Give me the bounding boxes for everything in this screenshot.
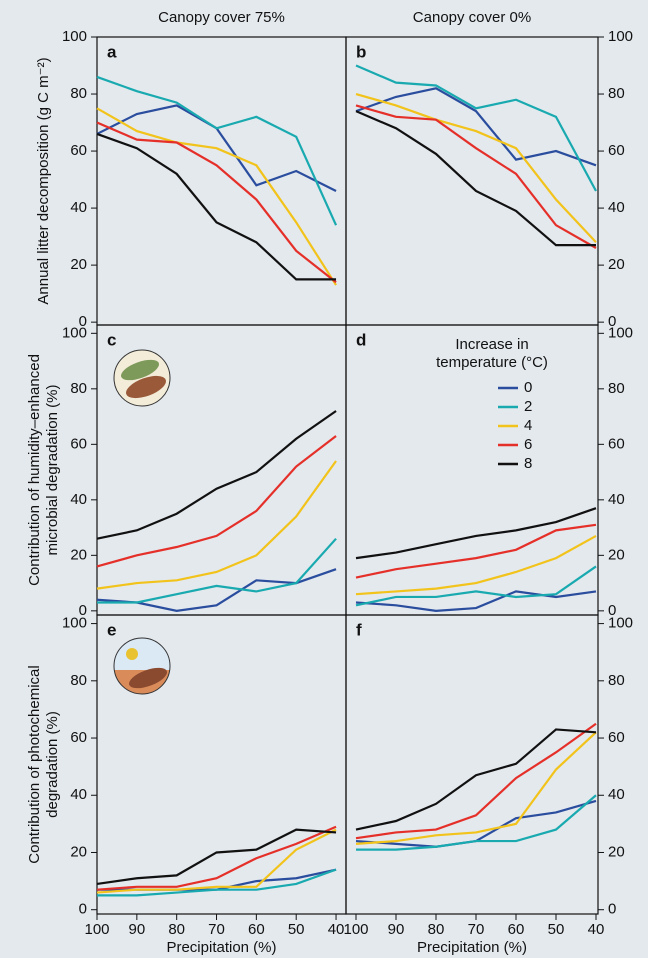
legend-title: temperature (°C) — [436, 354, 548, 371]
panel-letter: a — [107, 42, 117, 61]
panel-letter: e — [107, 620, 116, 639]
series-line — [356, 591, 596, 610]
x-tick-label: 70 — [208, 921, 225, 938]
y-tick-label: 20 — [70, 546, 87, 563]
series-line — [97, 461, 336, 589]
y-tick-label: 80 — [70, 85, 87, 102]
series-line — [97, 870, 336, 896]
series-line — [97, 77, 336, 225]
y-tick-label: 20 — [70, 843, 87, 860]
x-tick-label: 50 — [548, 921, 565, 938]
series-line — [97, 411, 336, 539]
series-line — [97, 134, 336, 279]
series-line — [356, 508, 596, 558]
y-tick-label: 60 — [608, 729, 625, 746]
y-axis-label: degradation (%) — [44, 711, 61, 818]
y-axis-label: Annual litter decomposition (g C m⁻²) — [35, 57, 52, 304]
panel-letter: d — [356, 330, 366, 349]
x-tick-label: 60 — [248, 921, 265, 938]
series-line — [97, 108, 336, 285]
legend-label: 2 — [524, 398, 532, 415]
legend-label: 0 — [524, 379, 532, 396]
y-tick-label: 80 — [70, 672, 87, 689]
y-tick-label: 20 — [608, 256, 625, 273]
x-tick-label: 90 — [388, 921, 405, 938]
series-line — [356, 66, 596, 191]
series-line — [356, 801, 596, 847]
x-tick-label: 90 — [128, 921, 145, 938]
x-axis-label: Precipitation (%) — [166, 939, 276, 956]
x-tick-label: 50 — [288, 921, 305, 938]
column-title: Canopy cover 75% — [158, 9, 285, 26]
y-tick-label: 40 — [608, 491, 625, 508]
y-tick-label: 100 — [608, 324, 633, 341]
y-tick-label: 40 — [608, 786, 625, 803]
x-tick-label: 40 — [328, 921, 345, 938]
icon-sun — [112, 636, 172, 700]
y-tick-label: 60 — [608, 142, 625, 159]
column-title: Canopy cover 0% — [413, 9, 531, 26]
y-tick-label: 80 — [70, 380, 87, 397]
panel-letter: c — [107, 330, 116, 349]
series-line — [97, 539, 336, 603]
y-tick-label: 60 — [608, 435, 625, 452]
y-tick-label: 40 — [70, 491, 87, 508]
series-line — [97, 830, 336, 884]
y-tick-label: 100 — [608, 615, 633, 632]
panel-letter: b — [356, 42, 366, 61]
y-tick-label: 80 — [608, 85, 625, 102]
y-tick-label: 80 — [608, 380, 625, 397]
x-tick-label: 40 — [588, 921, 605, 938]
y-tick-label: 40 — [608, 199, 625, 216]
y-tick-label: 40 — [70, 786, 87, 803]
x-tick-label: 60 — [508, 921, 525, 938]
x-tick-label: 80 — [168, 921, 185, 938]
x-tick-label: 100 — [343, 921, 368, 938]
y-axis-label: microbial degradation (%) — [44, 385, 61, 556]
y-tick-label: 100 — [608, 28, 633, 45]
legend-label: 8 — [524, 455, 532, 472]
series-line — [356, 525, 596, 578]
panel-letter: f — [356, 620, 362, 639]
page: {"legend": {"title": ["Increase in", "te… — [0, 0, 648, 958]
y-axis-label: Contribution of photochemical — [26, 665, 43, 863]
series-line — [356, 566, 596, 605]
panel-frame — [97, 37, 346, 325]
legend-label: 4 — [524, 417, 532, 434]
panel-frame — [346, 37, 598, 325]
y-tick-label: 20 — [70, 256, 87, 273]
y-tick-label: 20 — [608, 546, 625, 563]
y-tick-label: 60 — [70, 435, 87, 452]
y-tick-label: 60 — [70, 142, 87, 159]
y-tick-label: 20 — [608, 843, 625, 860]
series-line — [97, 569, 336, 611]
x-tick-label: 70 — [468, 921, 485, 938]
series-line — [97, 436, 336, 566]
legend-title: Increase in — [455, 336, 528, 353]
y-tick-label: 100 — [62, 615, 87, 632]
legend-label: 6 — [524, 436, 532, 453]
y-tick-label: 100 — [62, 28, 87, 45]
y-tick-label: 0 — [79, 901, 87, 918]
x-tick-label: 100 — [84, 921, 109, 938]
y-axis-label: Contribution of humidity–enhanced — [26, 354, 43, 586]
y-tick-label: 0 — [608, 901, 616, 918]
x-axis-label: Precipitation (%) — [417, 939, 527, 956]
x-tick-label: 80 — [428, 921, 445, 938]
series-line — [97, 827, 336, 890]
y-tick-label: 80 — [608, 672, 625, 689]
y-tick-label: 40 — [70, 199, 87, 216]
icon-humidity — [114, 350, 170, 406]
series-line — [356, 536, 596, 594]
y-tick-label: 60 — [70, 729, 87, 746]
figure: 020406080100Canopy cover 75%aAnnual litt… — [0, 0, 648, 958]
y-tick-label: 100 — [62, 324, 87, 341]
